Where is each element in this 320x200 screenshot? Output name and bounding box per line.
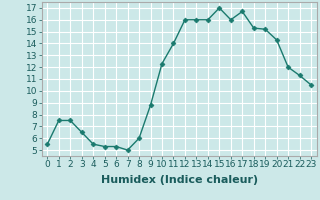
X-axis label: Humidex (Indice chaleur): Humidex (Indice chaleur): [100, 175, 258, 185]
